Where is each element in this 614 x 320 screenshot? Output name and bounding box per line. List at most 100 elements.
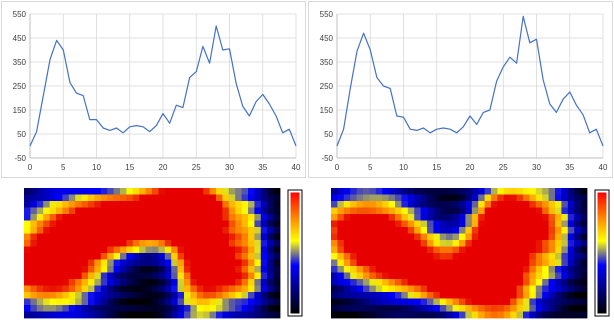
heatmap-cell bbox=[145, 298, 153, 306]
heatmap-cell bbox=[107, 285, 114, 293]
heatmap-cell bbox=[49, 253, 57, 260]
heatmap-cell bbox=[56, 214, 63, 221]
heatmap-cell bbox=[407, 201, 415, 208]
heatmap-cell bbox=[567, 233, 575, 241]
heatmap-cell bbox=[260, 298, 268, 306]
heatmap-cell bbox=[81, 227, 89, 234]
heatmap-cell bbox=[350, 292, 357, 299]
heatmap-cell bbox=[209, 227, 217, 234]
heatmap-cell bbox=[94, 233, 102, 241]
heatmap-cell bbox=[43, 214, 50, 221]
heatmap-cell bbox=[203, 227, 210, 234]
heatmap-cell bbox=[254, 298, 262, 306]
heatmap-cell bbox=[24, 240, 31, 247]
heatmap-cell bbox=[471, 246, 479, 254]
heatmap-cell bbox=[331, 279, 338, 286]
heatmap-cell bbox=[273, 279, 281, 286]
heatmap-cell bbox=[350, 240, 357, 247]
heatmap-cell bbox=[356, 220, 364, 228]
heatmap-cell bbox=[184, 240, 191, 247]
heatmap-cell bbox=[356, 188, 364, 195]
heatmap-cell bbox=[152, 227, 159, 234]
heatmap-cell bbox=[439, 214, 447, 221]
heatmap-cell bbox=[267, 311, 274, 319]
heatmap-cell bbox=[120, 240, 127, 247]
heatmap-cell bbox=[516, 305, 524, 312]
heatmap-cell bbox=[471, 292, 479, 299]
heatmap-cell bbox=[235, 214, 242, 221]
heatmap-cell bbox=[516, 233, 524, 241]
heatmap-cell bbox=[523, 246, 530, 254]
heatmap-cell bbox=[113, 214, 121, 221]
heatmap-cell bbox=[529, 220, 537, 228]
heatmap-cell bbox=[190, 292, 198, 299]
heatmap-cell bbox=[248, 194, 255, 202]
heatmap-cell bbox=[529, 272, 537, 280]
heatmap-cell bbox=[260, 207, 268, 215]
heatmap-cell bbox=[465, 292, 473, 299]
heatmap-cell bbox=[120, 201, 127, 208]
heatmap-cell bbox=[62, 207, 70, 215]
heatmap-cell bbox=[94, 188, 102, 195]
y-tick-label: 450 bbox=[320, 34, 334, 43]
heatmap-cell bbox=[260, 227, 268, 234]
heatmap-cell bbox=[548, 233, 556, 241]
heatmap-cell bbox=[88, 272, 95, 280]
heatmap-cell bbox=[94, 207, 102, 215]
heatmap-cell bbox=[158, 272, 166, 280]
heatmap-cell bbox=[433, 194, 441, 202]
heatmap-cell bbox=[184, 220, 191, 228]
heatmap-cell bbox=[126, 311, 134, 319]
heatmap-cell bbox=[382, 311, 389, 319]
heatmap-cell bbox=[235, 201, 242, 208]
x-tick-label: 35 bbox=[258, 163, 267, 172]
heatmap-cell bbox=[209, 188, 217, 195]
heatmap-cell bbox=[139, 220, 146, 228]
heatmap-cell bbox=[56, 201, 63, 208]
heatmap-cell bbox=[120, 259, 127, 267]
heatmap-cell bbox=[491, 266, 498, 273]
heatmap-cell bbox=[407, 292, 415, 299]
heatmap-cell bbox=[235, 305, 242, 312]
heatmap-cell bbox=[235, 227, 242, 234]
heatmap-cell bbox=[177, 298, 185, 306]
heatmap-cell bbox=[510, 292, 517, 299]
heatmap-cell bbox=[503, 272, 511, 280]
heatmap-cell bbox=[184, 227, 191, 234]
heatmap-cell bbox=[497, 266, 505, 273]
heatmap-cell bbox=[88, 240, 95, 247]
heatmap-cell bbox=[471, 279, 479, 286]
heatmap-cell bbox=[43, 233, 50, 241]
heatmap-cell bbox=[414, 233, 421, 241]
heatmap-cell bbox=[369, 305, 377, 312]
heatmap-cell bbox=[548, 253, 556, 260]
heatmap-cell bbox=[126, 227, 134, 234]
heatmap-cell bbox=[139, 227, 146, 234]
heatmap-cell bbox=[363, 240, 370, 247]
heatmap-cell bbox=[126, 240, 134, 247]
heatmap-cell bbox=[267, 253, 274, 260]
heatmap-cell bbox=[177, 292, 185, 299]
heatmap-cell bbox=[203, 298, 210, 306]
heatmap-cell bbox=[209, 240, 217, 247]
heatmap-cell bbox=[337, 279, 345, 286]
heatmap-cell bbox=[574, 188, 581, 195]
heatmap-cell bbox=[465, 233, 473, 241]
heatmap-cell bbox=[152, 305, 159, 312]
heatmap-cell bbox=[427, 227, 434, 234]
heatmap-cell bbox=[81, 201, 89, 208]
heatmap-cell bbox=[88, 266, 95, 273]
heatmap-cell bbox=[446, 220, 453, 228]
heatmap-cell bbox=[427, 194, 434, 202]
heatmap-cell bbox=[145, 285, 153, 293]
heatmap-cell bbox=[574, 305, 581, 312]
heatmap-cell bbox=[542, 227, 549, 234]
heatmap-cell bbox=[235, 240, 242, 247]
heatmap-cell bbox=[152, 292, 159, 299]
heatmap-cell bbox=[222, 259, 230, 267]
heatmap-cell bbox=[388, 188, 396, 195]
heatmap-cell bbox=[548, 246, 556, 254]
heatmap-cell bbox=[516, 227, 524, 234]
heatmap-cell bbox=[152, 266, 159, 273]
heatmap-cell bbox=[580, 311, 588, 319]
